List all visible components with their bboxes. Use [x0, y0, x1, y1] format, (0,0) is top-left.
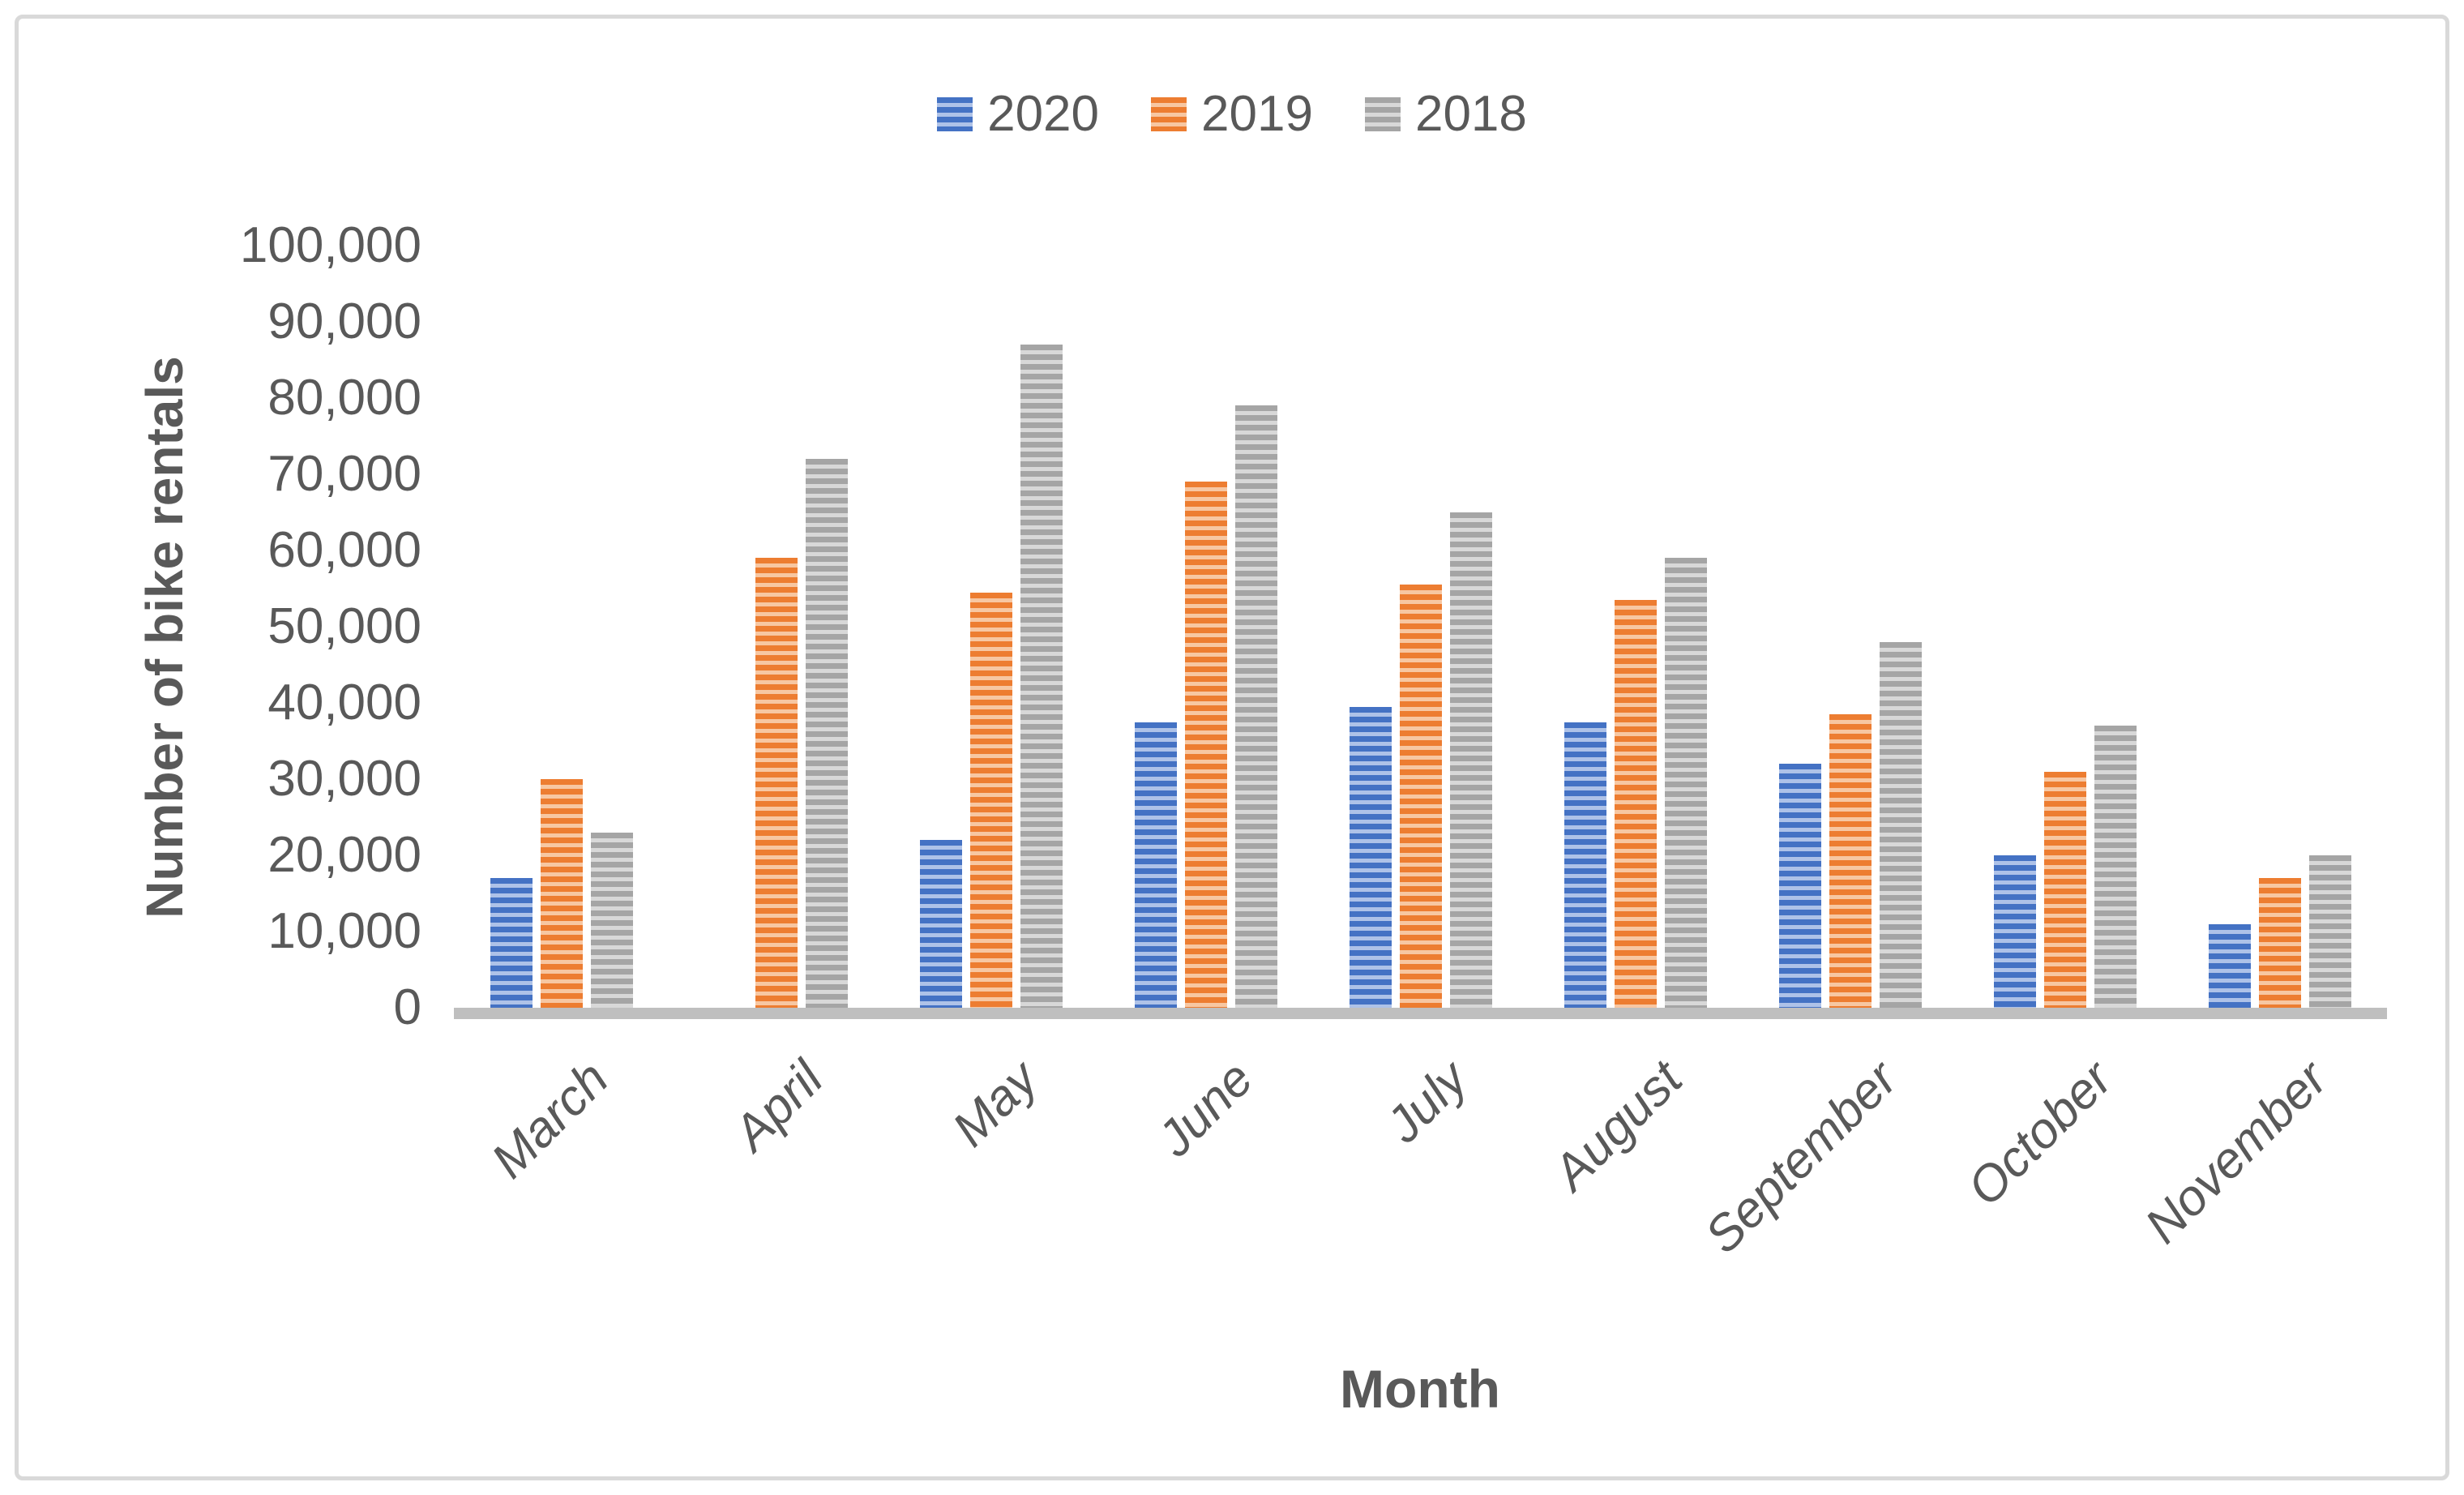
bar-2019-november [2258, 878, 2301, 1008]
bar-2018-november [2308, 855, 2351, 1008]
bar-2020-june [1134, 722, 1177, 1008]
legend-item-2018: 2018 [1364, 86, 1527, 142]
bar-2019-july [1399, 585, 1442, 1008]
bar-2019-march [540, 779, 583, 1008]
bar-2019-april [755, 558, 798, 1008]
y-tick-label-30-000: 30,000 [267, 751, 421, 807]
bar-2018-october [2094, 726, 2137, 1008]
x-tick-label-november: November [2134, 1050, 2338, 1254]
y-tick-label-0: 0 [393, 979, 421, 1035]
y-tick-label-40-000: 40,000 [267, 675, 421, 730]
bar-2018-april [805, 459, 848, 1008]
y-tick-label-20-000: 20,000 [267, 827, 421, 883]
bar-2018-august [1664, 558, 1707, 1008]
bar-2020-september [1778, 764, 1821, 1008]
x-tick-label-july: July [1375, 1050, 1479, 1154]
bar-2018-may [1020, 345, 1063, 1008]
legend-label-2020: 2020 [987, 86, 1100, 142]
x-tick-label-march: March [481, 1050, 620, 1189]
legend-marker-2019-icon [1151, 97, 1187, 131]
bar-2020-august [1564, 722, 1606, 1008]
y-axis-title: Number of bike rentals [135, 356, 194, 919]
legend-label-2018: 2018 [1414, 86, 1527, 142]
legend-label-2019: 2019 [1201, 86, 1313, 142]
bar-2019-june [1184, 482, 1227, 1008]
y-tick-label-80-000: 80,000 [267, 370, 421, 426]
bar-2019-october [2043, 771, 2086, 1008]
bar-2018-march [590, 832, 633, 1008]
legend: 2020 2019 2018 [0, 89, 2464, 139]
x-axis-title: Month [1340, 1359, 1500, 1419]
bar-2019-september [1829, 714, 1872, 1008]
x-tick-label-april: April [723, 1050, 835, 1162]
legend-marker-2018-icon [1364, 97, 1401, 131]
y-tick-label-70-000: 70,000 [267, 446, 421, 502]
x-axis-line [454, 1008, 2387, 1019]
bar-2020-march [490, 878, 533, 1008]
bar-2018-july [1449, 512, 1492, 1008]
y-tick-label-60-000: 60,000 [267, 522, 421, 578]
bar-2020-october [1993, 855, 2036, 1008]
bar-2020-november [2208, 923, 2251, 1008]
x-tick-label-may: May [942, 1050, 1050, 1158]
x-tick-label-october: October [1957, 1050, 2124, 1217]
y-tick-label-100-000: 100,000 [239, 217, 421, 273]
x-tick-label-june: June [1147, 1050, 1264, 1167]
bar-2019-august [1614, 600, 1657, 1008]
bar-2018-june [1234, 405, 1277, 1008]
bar-2020-may [919, 840, 962, 1008]
y-tick-label-10-000: 10,000 [267, 903, 421, 959]
legend-marker-2020-icon [937, 97, 973, 131]
plot-area [454, 246, 2387, 1008]
bar-2019-may [969, 592, 1012, 1008]
x-tick-label-august: August [1542, 1050, 1694, 1202]
bar-2020-july [1349, 706, 1392, 1008]
y-tick-label-90-000: 90,000 [267, 293, 421, 349]
y-tick-label-50-000: 50,000 [267, 598, 421, 654]
legend-item-2020: 2020 [937, 89, 1099, 139]
x-tick-label-september: September [1694, 1050, 1909, 1265]
bar-2018-september [1879, 641, 1922, 1008]
legend-item-2019: 2019 [1151, 89, 1313, 139]
